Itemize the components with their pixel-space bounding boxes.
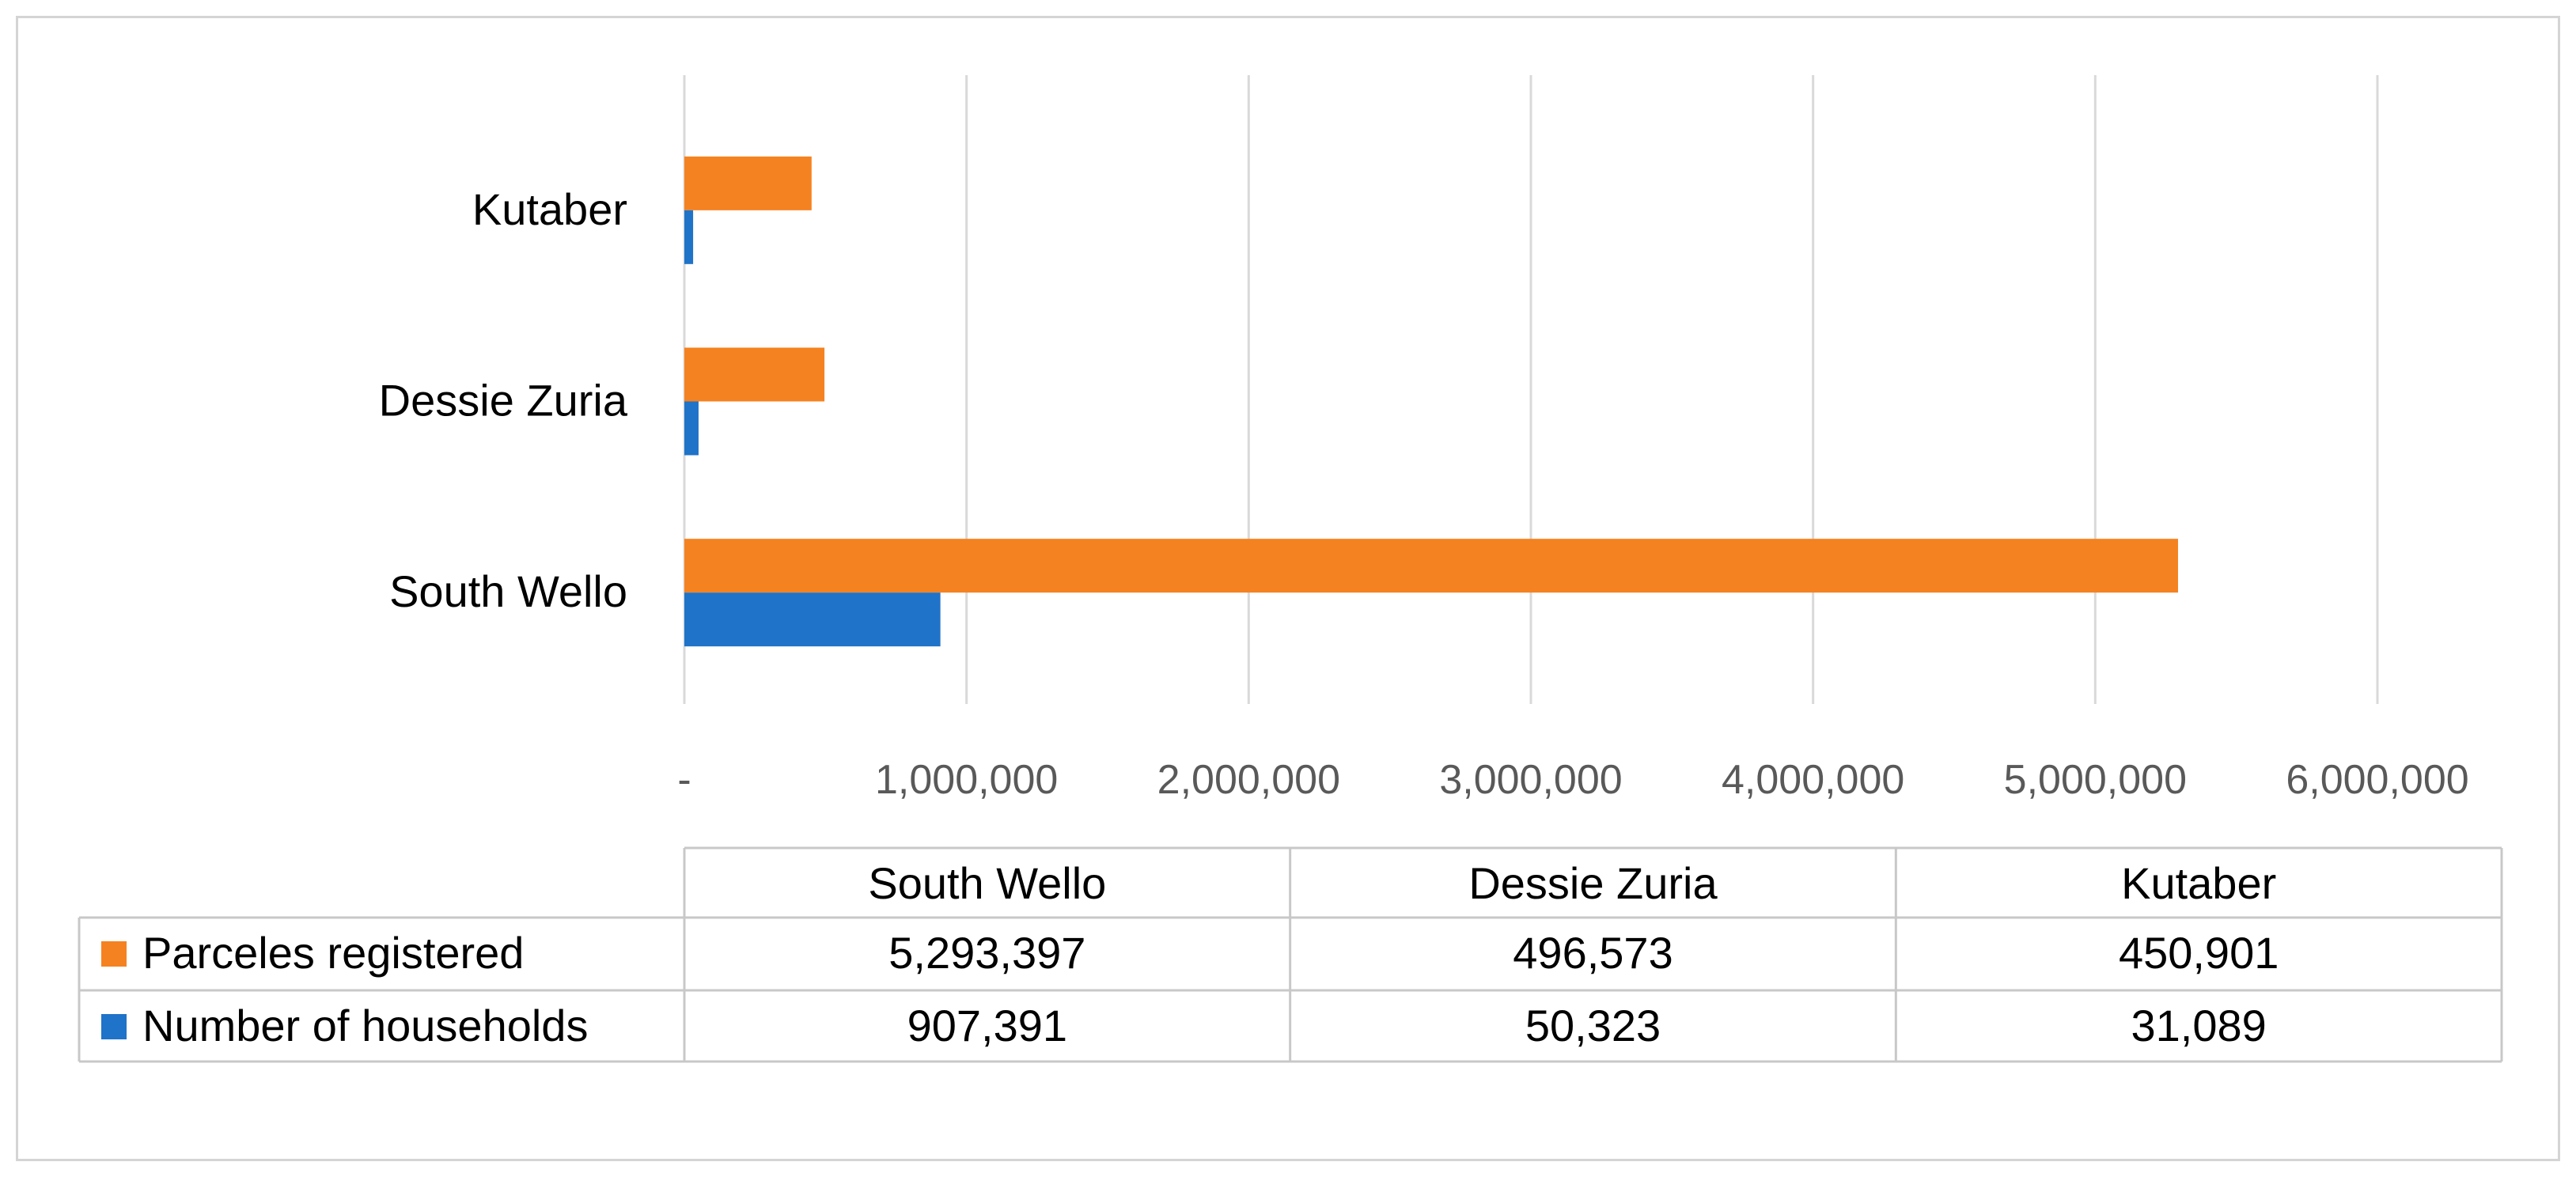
x-tick-labels: - 1,000,000 2,000,000 3,000,000 4,000,000 5,0… — [677, 757, 2468, 803]
table-cell-1-1: 50,323 — [1525, 1001, 1661, 1050]
x-tick-label-6: 6,000,000 — [2286, 757, 2468, 803]
bar-0-1 — [684, 347, 825, 402]
bar-0-2 — [684, 156, 812, 210]
table-cell-0-0: 5,293,397 — [888, 928, 1085, 978]
data-table: South Wello Dessie Zuria Kutaber Parceles r… — [78, 846, 2503, 1063]
legend-label-0: Parceles registered — [142, 928, 524, 978]
x-tick-label-2: 2,000,000 — [1157, 757, 1340, 803]
table-header-0: South Wello — [868, 858, 1106, 908]
table-cell-1-2: 31,089 — [2131, 1001, 2267, 1050]
legend-swatch-0 — [101, 941, 127, 967]
bar-0-0 — [684, 539, 2178, 593]
table-header-2: Kutaber — [2121, 858, 2276, 908]
category-labels: South Wello Dessie Zuria Kutaber — [379, 184, 628, 616]
bars — [684, 156, 2178, 647]
bar-1-0 — [684, 592, 941, 647]
category-label-0: South Wello — [389, 566, 627, 616]
category-label-1: Dessie Zuria — [379, 376, 628, 426]
table-cell-1-0: 907,391 — [907, 1001, 1067, 1050]
bar-1-2 — [684, 210, 694, 264]
x-tick-label-0: - — [677, 757, 691, 803]
x-tick-label-4: 4,000,000 — [1722, 757, 1904, 803]
bar-1-1 — [684, 401, 699, 456]
table-cell-0-2: 450,901 — [2119, 928, 2279, 978]
x-tick-label-1: 1,000,000 — [875, 757, 1058, 803]
table-cell-0-1: 496,573 — [1513, 928, 1673, 978]
legend-label-1: Number of households — [142, 1001, 588, 1050]
table-header-1: Dessie Zuria — [1468, 858, 1718, 908]
x-tick-label-5: 5,000,000 — [2004, 757, 2187, 803]
category-label-2: Kutaber — [472, 184, 627, 234]
x-tick-label-3: 3,000,000 — [1439, 757, 1622, 803]
legend-swatch-1 — [101, 1014, 127, 1039]
